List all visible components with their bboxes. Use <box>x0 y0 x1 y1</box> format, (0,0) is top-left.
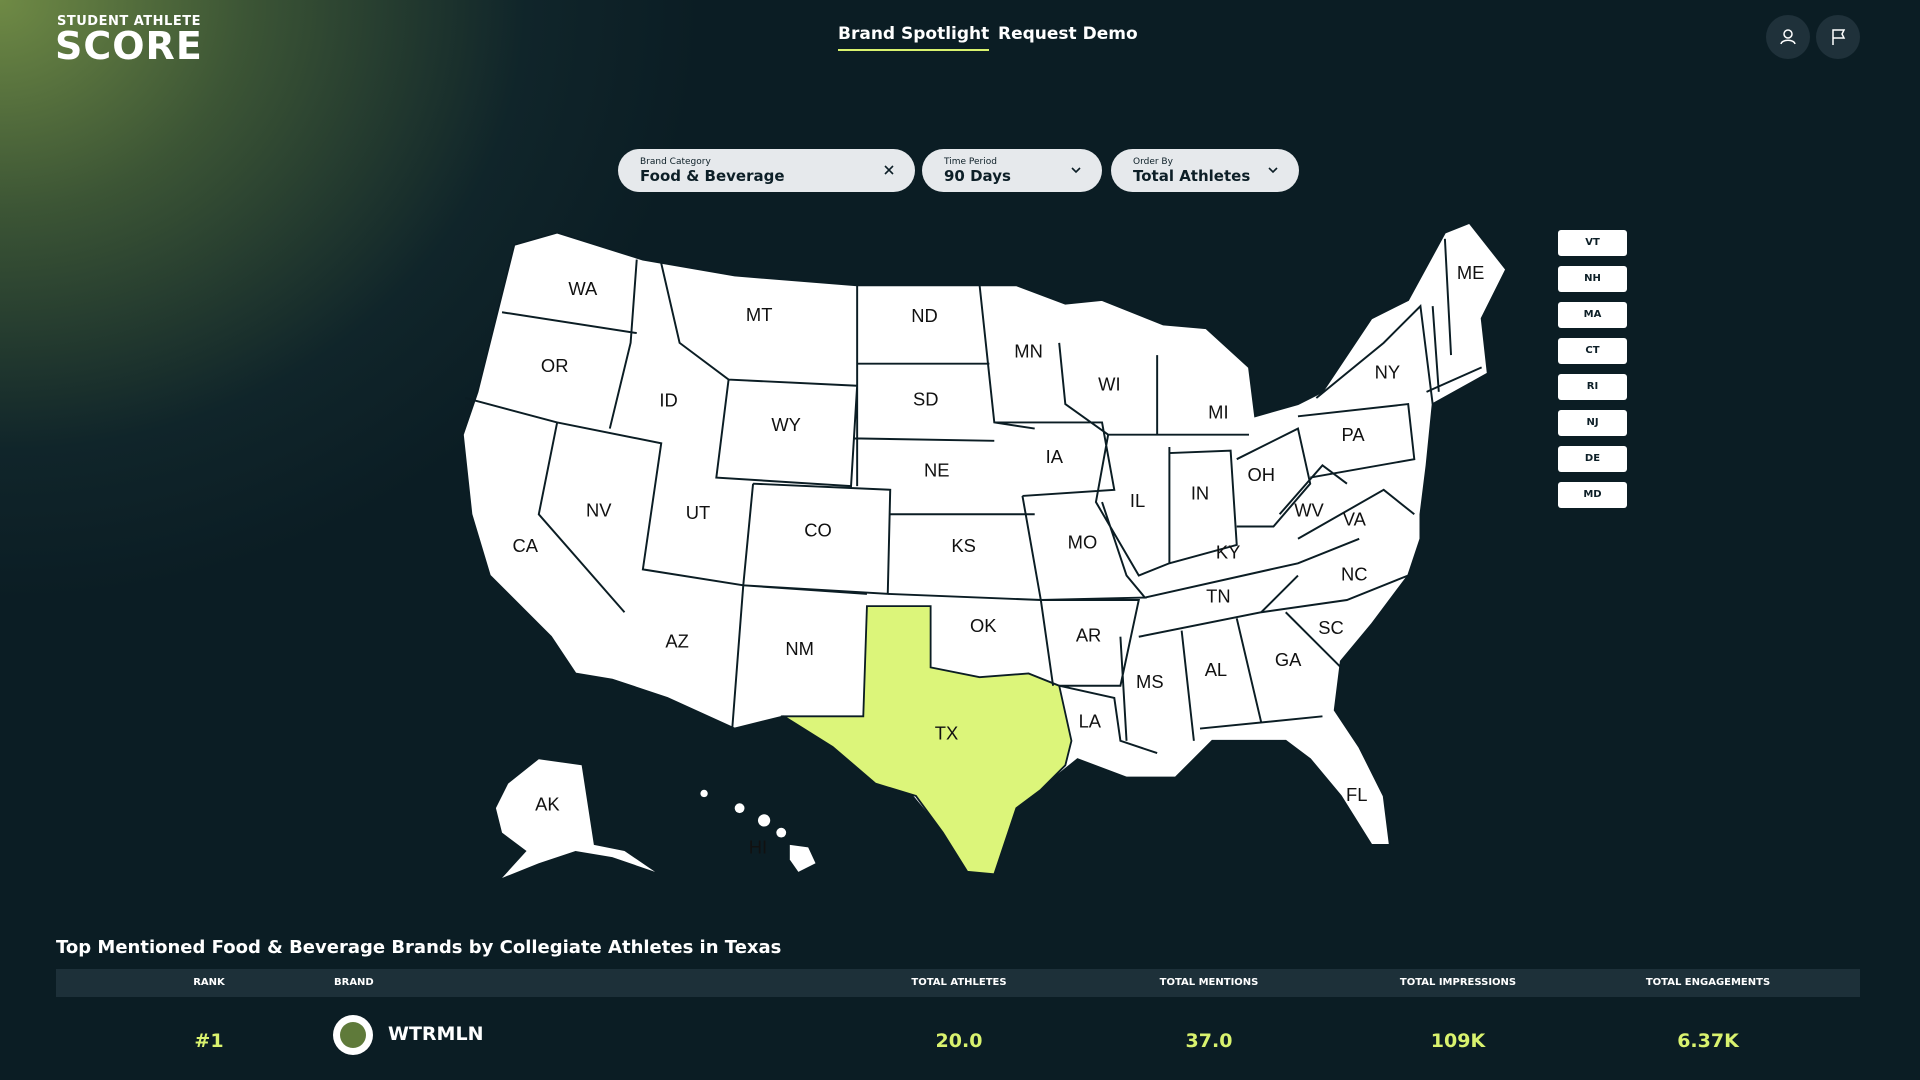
flag-icon <box>1832 29 1846 45</box>
column-header: BRAND <box>334 977 374 988</box>
state-label: SC <box>1318 617 1344 638</box>
table-title: Top Mentioned Food & Beverage Brands by … <box>56 937 782 958</box>
state-label: AR <box>1076 625 1102 646</box>
state-label: GA <box>1275 649 1302 670</box>
state-label: KY <box>1216 541 1241 562</box>
column-header: TOTAL IMPRESSIONS <box>1399 977 1517 988</box>
chevron <box>1071 167 1081 174</box>
state-label: MT <box>746 304 773 325</box>
state-label: TN <box>1206 585 1230 606</box>
nav-link[interactable]: Request Demo <box>998 24 1138 44</box>
state-label: SD <box>913 388 939 409</box>
table-cell: 20.0 <box>935 1030 983 1052</box>
table-cell: 109K <box>1430 1030 1486 1052</box>
state-label: AL <box>1205 659 1227 680</box>
state-button[interactable]: MD <box>1558 482 1627 508</box>
table-cell: #1 <box>194 1030 224 1052</box>
filter[interactable]: Time Period 90 Days <box>922 149 1102 192</box>
state-button[interactable]: NH <box>1558 266 1627 292</box>
state-button[interactable]: VT <box>1558 230 1627 256</box>
column-header: TOTAL MENTIONS <box>1159 977 1259 988</box>
table-cell: 37.0 <box>1185 1030 1233 1052</box>
state-label: OH <box>1247 464 1275 485</box>
state-label: CO <box>804 519 832 540</box>
state-label: NM <box>785 638 814 659</box>
state-button[interactable]: CT <box>1558 338 1627 364</box>
map-land[interactable] <box>461 221 1508 877</box>
column-header: TOTAL ATHLETES <box>911 977 1007 988</box>
texas[interactable] <box>780 605 1073 876</box>
us-map: WA MT ND MN OR ID WY SD WI MI NY ME PA IA NE NV UT CO IL IN… <box>461 221 1508 878</box>
clear-icon[interactable] <box>883 164 895 176</box>
state-label: OK <box>970 615 997 636</box>
state-label: MS <box>1136 671 1164 692</box>
filter-value: 90 Days <box>944 167 1011 185</box>
chevron <box>1268 167 1278 174</box>
brand-name: WTRMLN <box>388 1023 484 1045</box>
state-borders <box>465 238 1483 754</box>
filter-label: Time Period <box>944 157 997 167</box>
state-label: NV <box>586 500 612 521</box>
alaska[interactable] <box>495 759 656 878</box>
state-label: WV <box>1294 500 1324 521</box>
state-label: TX <box>935 723 958 744</box>
state-label: NY <box>1375 361 1401 382</box>
user-icon <box>1780 29 1796 45</box>
state-label: UT <box>686 502 710 523</box>
filter-value: Food & Beverage <box>640 167 785 185</box>
state-label: WA <box>568 278 598 299</box>
state-label: ID <box>659 389 677 410</box>
column-header: TOTAL ENGAGEMENTS <box>1645 977 1771 988</box>
map-group: WA MT ND MN OR ID WY SD WI MI NY ME PA IA NE NV UT CO IL IN… <box>461 221 1508 878</box>
table-cell: 6.37K <box>1677 1030 1739 1052</box>
state-label: MI <box>1208 402 1228 423</box>
column-header: RANK <box>193 977 225 988</box>
state-label: HI <box>749 836 767 857</box>
state-label: MN <box>1014 340 1043 361</box>
state-label: KS <box>951 535 976 556</box>
logo-top[interactable]: STUDENT ATHLETE <box>57 14 201 29</box>
state-label: LA <box>1079 710 1102 731</box>
filter-label: Brand Category <box>640 157 711 167</box>
state-label: WI <box>1098 374 1120 395</box>
state-label: CA <box>513 535 539 556</box>
state-label: MO <box>1068 532 1098 553</box>
logo[interactable]: SCORE <box>55 24 203 68</box>
state-label: NE <box>924 459 950 480</box>
state-button[interactable]: NJ <box>1558 410 1627 436</box>
state-label: FL <box>1346 784 1367 805</box>
filter[interactable]: Order By Total Athletes <box>1111 149 1299 192</box>
state-label: AK <box>535 794 560 815</box>
state-button[interactable]: MA <box>1558 302 1627 328</box>
filter-label: Order By <box>1133 157 1173 167</box>
hawaii[interactable] <box>700 789 816 872</box>
state-label: AZ <box>665 631 688 652</box>
state-label: ND <box>911 305 938 326</box>
state-label: VA <box>1343 508 1367 529</box>
state-button[interactable]: RI <box>1558 374 1627 400</box>
state-label: IA <box>1046 446 1064 467</box>
state-label: NC <box>1341 563 1368 584</box>
flag-button[interactable] <box>1816 15 1860 59</box>
user-button[interactable] <box>1766 15 1810 59</box>
filter[interactable]: Brand Category Food & Beverage <box>618 149 915 192</box>
filter-value: Total Athletes <box>1133 167 1251 185</box>
table-header: RANK BRAND TOTAL ATHLETES TOTAL MENTIONS TOT… <box>56 969 1860 997</box>
state-label: IL <box>1130 490 1145 511</box>
nav-link[interactable]: Brand Spotlight <box>838 24 990 51</box>
state-label: OR <box>541 355 569 376</box>
state-button[interactable]: DE <box>1558 446 1627 472</box>
state-label: ME <box>1457 262 1485 283</box>
state-label: PA <box>1342 424 1366 445</box>
state-label: IN <box>1191 483 1209 504</box>
brand-logo <box>333 1015 373 1055</box>
state-label: WY <box>771 414 801 435</box>
